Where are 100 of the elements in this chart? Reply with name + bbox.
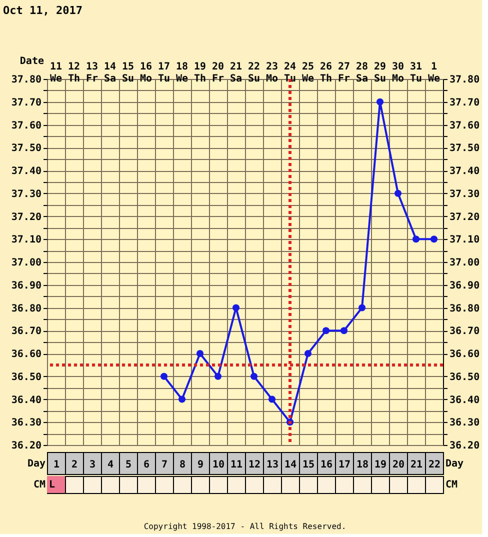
point xyxy=(322,327,330,334)
y-tick-label: 36.60 xyxy=(11,349,42,360)
x2-tick-label: 18 xyxy=(356,460,369,470)
x-tick-label: 20 Fr xyxy=(212,62,224,84)
x-tick-label: 29 Su xyxy=(374,62,386,84)
point xyxy=(160,372,168,380)
x-tick-label: 22 Su xyxy=(248,62,260,84)
point xyxy=(394,190,402,197)
x2-tick-label: 15 xyxy=(302,460,315,470)
x2-tick-label: 3 xyxy=(89,460,96,470)
y-tick-label: 36.50 xyxy=(11,372,42,383)
point xyxy=(304,350,312,358)
x2-tick-label: 17 xyxy=(338,460,351,470)
y-tick-label: 37.60 xyxy=(11,120,42,132)
x2-tick-label: 4 xyxy=(107,460,114,470)
x2-tick-label: 13 xyxy=(266,460,279,470)
x2-tick-label: 22 xyxy=(428,460,441,470)
y-tick-label: 37.40 xyxy=(11,166,42,177)
y-tick-label: 36.20 xyxy=(11,440,42,452)
x-tick-label: 28 Sa xyxy=(356,62,368,84)
x2-tick-label: 10 xyxy=(212,460,225,470)
x-tick-label: 16 Mo xyxy=(140,62,152,84)
y-tick-label: 36.90 xyxy=(11,280,42,292)
text: 37.40 xyxy=(450,166,480,177)
y-tick-label: 36.80 xyxy=(11,303,42,314)
x-tick-label: 19 Th xyxy=(194,62,206,84)
x-tick-label: 12 Th xyxy=(68,62,80,84)
x2-tick-label: 2 xyxy=(71,460,78,470)
point xyxy=(232,304,240,312)
point xyxy=(178,396,186,403)
y-tick-label: 37.70 xyxy=(11,97,42,108)
point xyxy=(376,98,384,106)
point xyxy=(196,350,204,358)
x2-tick-label: 16 xyxy=(320,460,333,470)
x2-tick-label: 19 xyxy=(374,460,387,470)
y-tick-label: 37.50 xyxy=(11,143,42,154)
x-tick-label: 31 Tu xyxy=(410,62,422,84)
x-tick-label: 26 Th xyxy=(320,62,332,84)
x-tick-label: 11 We xyxy=(50,62,62,84)
x-tick-label: 21 Sa xyxy=(230,62,242,84)
text: CM xyxy=(33,480,46,490)
y-tick-label: 36.70 xyxy=(11,326,42,338)
text: Day xyxy=(446,458,464,470)
text: 37.00 xyxy=(450,258,480,268)
text: 36.30 xyxy=(450,418,480,429)
x2-tick-label: 8 xyxy=(179,460,186,470)
text: 36.20 xyxy=(450,440,480,452)
point xyxy=(268,396,276,403)
x-tick-label: 27 Fr xyxy=(338,62,350,84)
text: 36.70 xyxy=(450,326,480,338)
text: Date xyxy=(20,56,44,67)
point xyxy=(214,372,222,380)
x2-tick-label: 11 xyxy=(230,460,243,470)
point xyxy=(358,304,366,312)
x-tick-label: 23 Mo xyxy=(266,62,278,84)
x2-tick-label: 14 xyxy=(284,460,297,470)
text: 37.10 xyxy=(450,234,480,246)
point xyxy=(250,372,258,380)
text: 37.50 xyxy=(450,143,480,154)
x2-tick-label: 20 xyxy=(392,460,405,470)
x-tick-label: 13 Fr xyxy=(86,62,98,84)
x-tick-label: 15 Su xyxy=(122,62,134,84)
text: 37.30 xyxy=(450,188,480,200)
y-tick-label: 37.20 xyxy=(11,212,42,223)
x2-tick-label: 1 xyxy=(53,460,60,470)
x-tick-label: 24 Tu xyxy=(284,62,296,84)
x-tick-label: 1 We xyxy=(428,62,440,84)
x2-tick-label: 6 xyxy=(143,460,150,470)
text: 37.60 xyxy=(450,120,480,132)
y-tick-label: 36.30 xyxy=(11,418,42,429)
text: 37.20 xyxy=(450,212,480,223)
text: L xyxy=(49,480,56,490)
text: 36.60 xyxy=(450,349,480,360)
text: 37.80 xyxy=(450,74,480,86)
x2-tick-label: 21 xyxy=(410,460,423,470)
point xyxy=(430,236,438,243)
x-tick-label: 14 Sa xyxy=(104,62,116,84)
y-tick-label: 37.30 xyxy=(11,188,42,200)
x2-tick-label: 5 xyxy=(125,460,132,470)
x-tick-label: 25 We xyxy=(302,62,314,84)
x2-tick-label: 12 xyxy=(248,460,261,470)
chart-title: Oct 11, 2017 xyxy=(3,4,82,17)
text: CM xyxy=(446,480,458,490)
x2-tick-label: 9 xyxy=(197,460,204,470)
text: 36.90 xyxy=(450,280,480,292)
x-tick-label: 30 Mo xyxy=(392,62,404,84)
text: 36.80 xyxy=(450,303,480,314)
x2-tick-label: 7 xyxy=(161,460,168,470)
text: 37.70 xyxy=(450,97,480,108)
text: 36.50 xyxy=(450,372,480,383)
y-tick-label: 37.10 xyxy=(11,234,42,246)
text: 36.40 xyxy=(450,394,480,406)
point xyxy=(412,236,420,243)
x-tick-label: 18 We xyxy=(176,62,188,84)
y-tick-label: 37.80 xyxy=(11,74,42,86)
x-tick-label: 17 Tu xyxy=(158,62,170,84)
y-tick-label: 37.00 xyxy=(11,258,42,268)
point xyxy=(340,327,348,334)
text: Copyright 1998-2017 - All Rights Reserved. xyxy=(144,522,346,531)
y-tick-label: 36.40 xyxy=(11,394,42,406)
